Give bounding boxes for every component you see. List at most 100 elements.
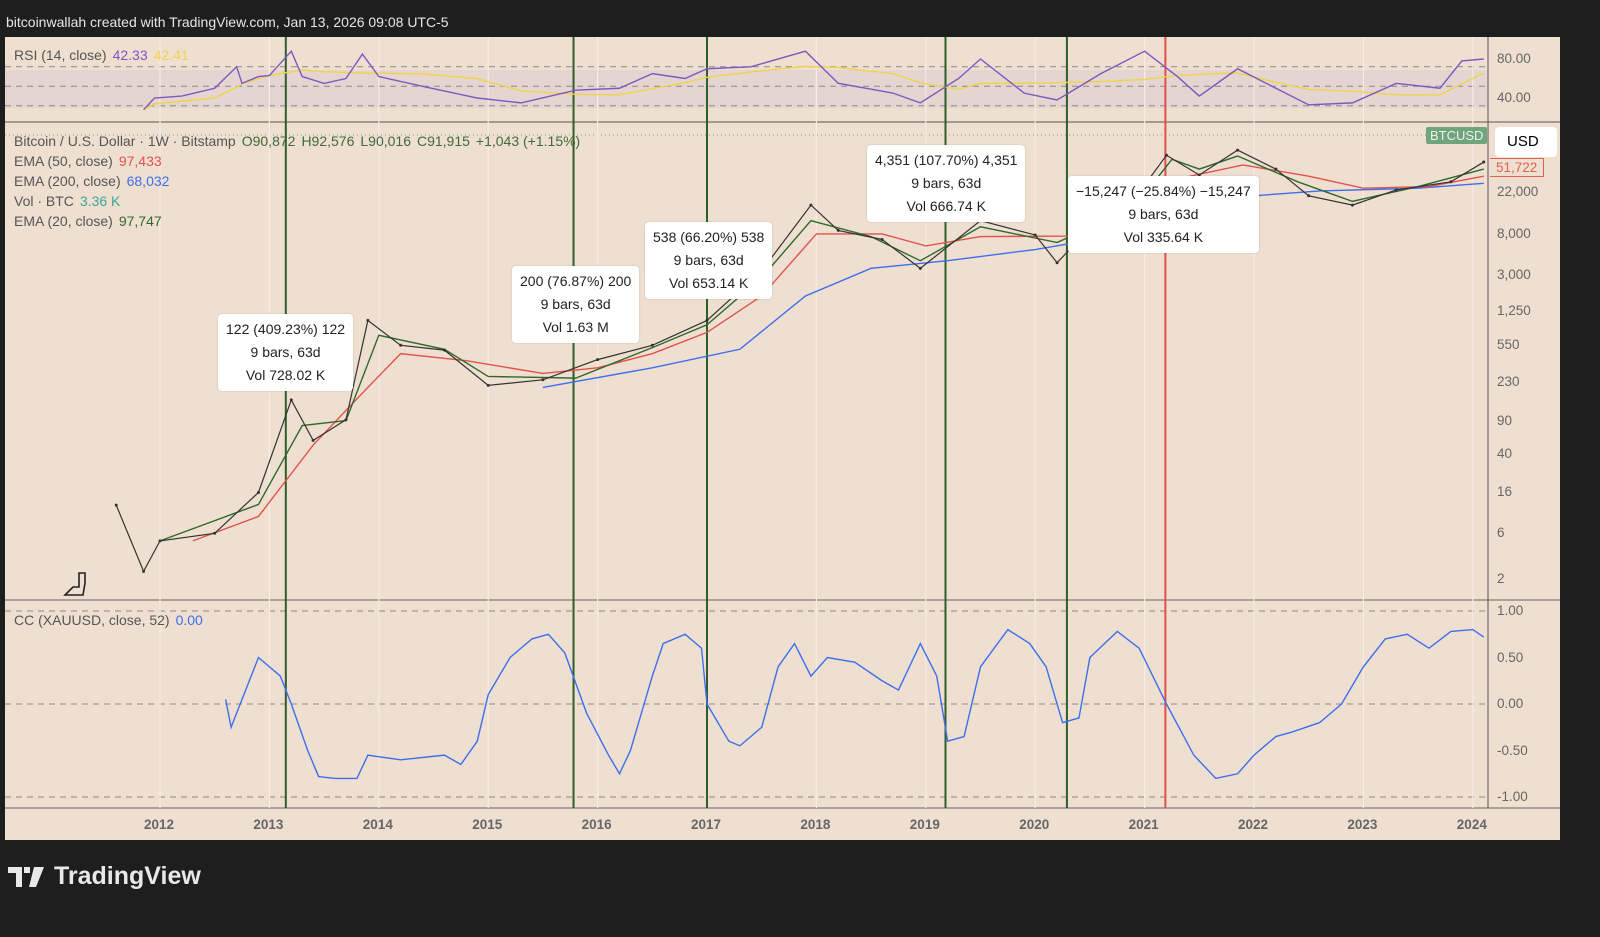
ohlc-low: L90,016 (360, 133, 411, 149)
ema50-legend[interactable]: EMA (50, close) 97,433 (14, 153, 162, 169)
rsi-band (5, 70, 1488, 108)
vol-value: 3.36 K (79, 193, 121, 209)
symbol-legend[interactable]: Bitcoin / U.S. Dollar · 1W · Bitstamp O90… (14, 133, 580, 149)
price-point (880, 237, 884, 241)
x-tick-label: 2020 (1019, 817, 1050, 832)
rsi-line (143, 49, 1484, 111)
measure-bars: 9 bars, 63d (911, 175, 982, 191)
vol-label: Vol · BTC (14, 193, 74, 209)
price-point (1274, 167, 1278, 171)
measure-bars: 9 bars, 63d (250, 344, 321, 360)
measure-change: 200 (76.87%) 200 (520, 273, 632, 289)
rsi-label: RSI (14, close) (14, 47, 107, 63)
price-point (289, 398, 293, 402)
measure-bars: 9 bars, 63d (1128, 206, 1199, 222)
rsi-legend: RSI (14, close) 42.33 42.41 (14, 47, 189, 63)
price-point (1055, 261, 1059, 265)
price-tick-label: 2 (1497, 570, 1505, 586)
measure-box-4: 4,351 (107.70%) 4,351 9 bars, 63d Vol 666.… (867, 145, 1026, 222)
cc-label: CC (XAUUSD, close, 52) (14, 612, 170, 628)
price-point (486, 383, 490, 387)
price-point (142, 569, 146, 573)
ema50-value: 97,433 (118, 153, 162, 169)
price-point (114, 503, 118, 507)
ema20-legend[interactable]: EMA (20, close) 97,747 (14, 213, 162, 229)
measure-box-1: 122 (409.23%) 122 9 bars, 63d Vol 728.02 K (218, 314, 354, 391)
ohlc-high: H92,576 (301, 133, 355, 149)
price-point (1350, 203, 1354, 207)
price-point (1449, 180, 1453, 184)
price-point (344, 418, 348, 422)
ema20-label: EMA (20, close) (14, 213, 113, 229)
chart-panel[interactable]: RSI (14, close) 42.33 42.41 Bitcoin / U.S.… (5, 37, 1560, 840)
ema20-line (159, 155, 1484, 542)
price-tick-label: 8,000 (1497, 225, 1531, 241)
price-point (158, 539, 162, 543)
x-tick-label: 2015 (472, 817, 503, 832)
x-tick-label: 2024 (1456, 817, 1487, 832)
symbol-label: Bitcoin / U.S. Dollar · 1W · Bitstamp (14, 133, 236, 149)
dino-icon (63, 572, 86, 596)
ohlc-change: +1,043 (+1.15%) (475, 133, 581, 149)
price-point (1236, 148, 1240, 152)
x-tick-label: 2012 (144, 817, 175, 832)
ema20-value: 97,747 (118, 213, 162, 229)
tradingview-logo[interactable]: TradingView (8, 862, 201, 891)
ema200-legend[interactable]: EMA (200, close) 68,032 (14, 173, 169, 189)
cc-tick-label: -1.00 (1497, 789, 1528, 804)
measure-bars: 9 bars, 63d (540, 296, 611, 312)
price-point (705, 318, 709, 322)
price-point (1482, 160, 1486, 164)
x-tick-label: 2022 (1238, 817, 1269, 832)
measure-vol: Vol 335.64 K (1123, 229, 1204, 245)
measure-vol: Vol 653.14 K (668, 275, 749, 291)
measure-vol: Vol 728.02 K (245, 367, 326, 383)
price-point (366, 318, 370, 322)
measure-vol: Vol 1.63 M (542, 319, 609, 335)
last-price-label: 51,722 (1490, 158, 1545, 177)
price-point (918, 266, 922, 270)
ticker-tag: BTCUSD (1426, 127, 1488, 144)
x-tick-label: 2016 (581, 817, 612, 832)
price-tick-label: 40 (1497, 446, 1513, 462)
vol-legend[interactable]: Vol · BTC 3.36 K (14, 193, 120, 209)
price-tick-label: 22,000 (1497, 183, 1539, 199)
cc-tick-label: 0.00 (1497, 696, 1524, 711)
price-point (650, 343, 654, 347)
measure-change: 4,351 (107.70%) 4,351 (875, 152, 1018, 168)
cc-line (224, 628, 1485, 780)
measure-box-3: 538 (66.20%) 538 9 bars, 63d Vol 653.14 K (645, 222, 773, 299)
price-point (256, 490, 260, 494)
price-tick-label: 550 (1497, 337, 1520, 353)
price-point (596, 358, 600, 362)
x-tick-label: 2013 (253, 817, 284, 832)
cc-legend[interactable]: CC (XAUUSD, close, 52) 0.00 (14, 612, 203, 628)
brand-name: TradingView (54, 862, 201, 890)
cc-tick-label: -0.50 (1497, 742, 1528, 758)
price-tick-label: 3,000 (1497, 266, 1531, 282)
x-tick-label: 2023 (1347, 817, 1378, 832)
x-tick-label: 2018 (800, 817, 831, 832)
ema200-label: EMA (200, close) (14, 173, 121, 189)
price-point (1394, 188, 1398, 192)
tradingview-logo-icon (8, 866, 44, 887)
price-point (541, 378, 545, 382)
price-point (1197, 173, 1201, 177)
cc-tick-label: 0.50 (1497, 649, 1524, 665)
ema50-line (192, 164, 1484, 542)
ema200-value: 68,032 (126, 173, 170, 189)
price-point (1033, 233, 1037, 237)
chart-canvas[interactable] (5, 37, 1560, 840)
measure-box-2: 200 (76.87%) 200 9 bars, 63d Vol 1.63 M (512, 266, 640, 343)
x-tick-label: 2021 (1128, 817, 1159, 832)
rsi-value: 42.33 (112, 47, 148, 63)
price-point (399, 343, 403, 347)
rsi-tick-label: 80.00 (1497, 51, 1531, 66)
price-tick-label: 90 (1497, 412, 1513, 428)
measure-box-5: −15,247 (−25.84%) −15,247 9 bars, 63d Vol … (1068, 176, 1259, 253)
currency-button[interactable]: USD (1495, 127, 1557, 157)
price-point (836, 228, 840, 232)
measure-change: 538 (66.20%) 538 (653, 229, 765, 245)
measure-bars: 9 bars, 63d (673, 252, 744, 268)
price-tick-label: 1,250 (1497, 303, 1531, 319)
